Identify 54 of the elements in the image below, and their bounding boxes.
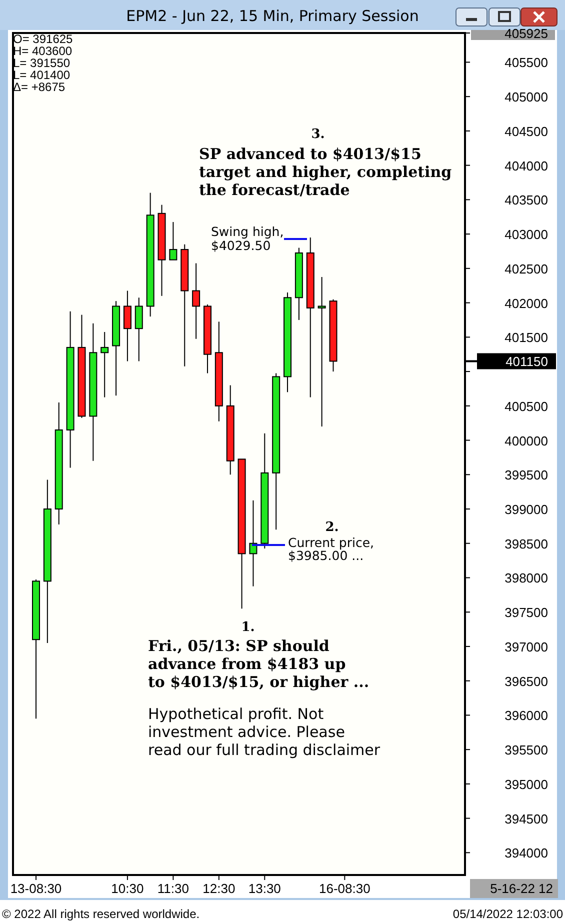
y-tick-label: 398000	[504, 570, 548, 586]
annotation: O= 391625	[13, 32, 74, 46]
candlestick	[169, 222, 178, 260]
y-tick-label: 400000	[504, 433, 548, 448]
y-tick-label: 401150	[506, 354, 548, 370]
annotation: Hypothetical profit. Not investment advice. Please read our full trading disclaimer	[148, 705, 381, 759]
y-tick-label: 401500	[504, 330, 548, 346]
y-tick-label: 396000	[504, 708, 548, 724]
candlestick	[318, 276, 326, 428]
y-tick-label: 405000	[504, 90, 548, 105]
y-tick-label: 403000	[504, 227, 548, 242]
y-tick-label: 394500	[504, 811, 548, 826]
y-tick-label: 399500	[504, 468, 548, 483]
y-tick-label: 397500	[504, 605, 548, 620]
y-tick-label: 400500	[504, 398, 548, 414]
y-tick-label: 396500	[504, 674, 548, 689]
y-tick-label: 398500	[504, 536, 548, 552]
candlestick	[192, 262, 200, 340]
y-tick-label: 397000	[504, 639, 548, 654]
y-tick-label: 402500	[504, 261, 548, 276]
annotation: Fri., 05/13: SP should advance from $4183 up to $4013/$15, or higher ...	[148, 637, 370, 691]
candlestick	[134, 297, 143, 362]
annotation: L= 401400	[13, 68, 70, 82]
candlestick	[123, 290, 132, 362]
y-tick-label: 394000	[504, 846, 548, 861]
y-tick-label: 405925	[504, 26, 548, 41]
y-tick-label: 405500	[504, 55, 548, 70]
annotation: L= 391550	[13, 56, 70, 70]
y-tick-label: 399000	[504, 502, 548, 517]
candlestick	[100, 331, 109, 398]
y-tick-label: 395500	[504, 742, 548, 758]
x-tick-label: 11:30	[157, 881, 189, 896]
annotation: 1.	[241, 620, 255, 635]
annotation: 2.	[325, 520, 339, 535]
x-tick-label: 10:30	[111, 881, 144, 896]
y-tick-label: 402000	[504, 296, 548, 311]
annotation: SP advanced to $4013/$15 target and higher, completing the forecast/trade	[199, 145, 452, 199]
text: © 2022 All rights reserved worldwide.	[2, 907, 200, 921]
y-tick-label: 404500	[504, 124, 548, 139]
annotation: Δ= +8675	[13, 80, 66, 94]
annotation: 3.	[311, 127, 325, 142]
annotation: H= 403600	[13, 44, 72, 58]
x-tick-label: 12:30	[202, 881, 236, 896]
y-tick-label: 404000	[504, 158, 548, 174]
x-tick-label: 13:30	[248, 881, 281, 896]
x-tick-label: 13-08:30	[10, 881, 62, 896]
annotation: Swing high, $4029.50	[211, 224, 284, 253]
text: 5-16-22 12	[490, 881, 553, 896]
x-tick-label: 16-08:30	[319, 881, 370, 896]
text: 05/14/2022 12:03:00	[452, 907, 564, 921]
y-tick-label: 403500	[504, 192, 548, 208]
annotation: Current price, $3985.00 ...	[288, 535, 374, 563]
y-tick-label: 395000	[504, 776, 548, 792]
chart-title: EPM2 - Jun 22, 15 Min, Primary Session	[126, 7, 419, 25]
